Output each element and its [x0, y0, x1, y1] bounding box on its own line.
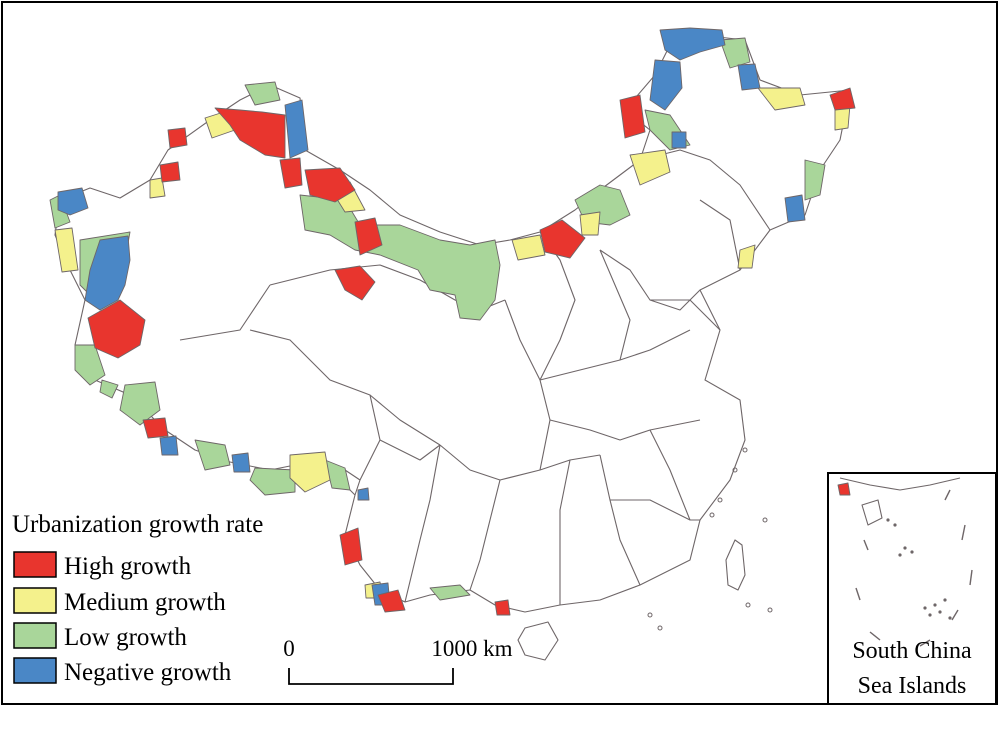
region-medium: [737, 244, 756, 269]
legend-swatch-high: [13, 551, 57, 578]
region-medium: [54, 227, 79, 273]
region-high: [377, 589, 406, 613]
region-medium: [511, 234, 546, 261]
legend-label-low: Low growth: [64, 624, 187, 651]
scale-bar: 0 1000 km: [283, 636, 513, 685]
region-high: [339, 527, 363, 566]
region-high: [87, 299, 146, 359]
region-low: [99, 379, 119, 399]
inset-label-line2: Sea Islands: [858, 673, 967, 699]
medium-growth-regions: [54, 87, 851, 599]
region-negative: [84, 235, 131, 311]
legend-title: Urbanization growth rate: [12, 511, 263, 538]
inset-frame: [827, 472, 997, 705]
inset-dash-line: [855, 489, 973, 647]
inset-label-line1: South China: [852, 638, 972, 664]
low-growth-regions: [49, 37, 826, 601]
region-low: [249, 467, 296, 496]
legend-label-medium: Medium growth: [64, 589, 226, 616]
south-china-sea-inset: South China Sea Islands: [827, 472, 997, 705]
region-negative: [671, 131, 687, 149]
negative-growth-regions: [57, 27, 806, 606]
region-high: [279, 157, 303, 189]
region-high: [159, 161, 181, 183]
region-medium: [757, 87, 806, 111]
coastal-islands: [647, 447, 773, 631]
region-negative: [231, 452, 251, 473]
region-high: [354, 217, 383, 256]
region-high: [539, 219, 586, 259]
region-medium: [149, 177, 166, 199]
legend-label-high: High growth: [64, 553, 192, 580]
region-low: [119, 381, 161, 426]
region-low: [804, 159, 826, 201]
region-negative: [737, 63, 761, 91]
scale-end-label: 1000 km: [431, 636, 512, 661]
region-negative: [659, 27, 726, 61]
high-growth-regions: [87, 87, 856, 616]
scale-bar-line: [288, 668, 454, 685]
region-negative: [57, 187, 89, 216]
region-low: [194, 439, 231, 471]
province-boundaries: [179, 149, 771, 605]
region-high: [619, 94, 646, 139]
region-medium: [629, 149, 671, 186]
region-low: [429, 584, 471, 601]
region-negative: [284, 99, 309, 159]
region-high: [829, 87, 856, 111]
region-high: [334, 265, 376, 301]
region-medium: [579, 211, 601, 236]
region-negative: [649, 59, 683, 111]
legend-swatch-medium: [13, 587, 57, 614]
region-low: [74, 344, 106, 386]
region-low: [719, 37, 751, 69]
hainan-island: [517, 621, 559, 661]
region-negative: [784, 194, 806, 223]
region-high: [214, 107, 286, 159]
legend-swatch-negative: [13, 657, 57, 684]
region-negative: [357, 487, 370, 501]
legend-swatch-low: [13, 622, 57, 649]
region-low: [244, 81, 281, 106]
inset-islands: [886, 518, 952, 620]
legend: Urbanization growth rate High growth Med…: [12, 511, 263, 686]
scale-start-label: 0: [283, 636, 295, 661]
region-low: [49, 194, 71, 229]
inset-coastline: [839, 477, 961, 491]
legend-label-negative: Negative growth: [64, 659, 232, 686]
inset-red-region: [837, 482, 851, 496]
map-frame: [1, 1, 998, 705]
region-medium: [289, 451, 331, 493]
region-high: [142, 417, 169, 439]
taiwan-island: [725, 539, 746, 591]
region-high: [304, 167, 356, 203]
region-high: [167, 127, 188, 149]
inset-hainan: [861, 499, 883, 526]
region-negative: [159, 435, 179, 456]
region-low: [299, 194, 501, 321]
region-high: [494, 599, 511, 616]
